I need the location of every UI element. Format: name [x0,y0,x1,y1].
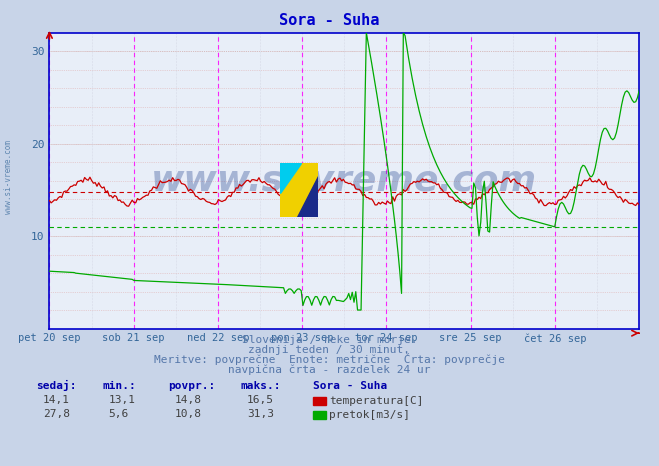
Text: Sora - Suha: Sora - Suha [279,14,380,28]
Text: www.si-vreme.com: www.si-vreme.com [4,140,13,214]
Polygon shape [297,177,318,217]
Text: navpična črta - razdelek 24 ur: navpična črta - razdelek 24 ur [228,365,431,375]
Text: 13,1: 13,1 [109,395,136,405]
Text: 5,6: 5,6 [109,409,129,419]
Text: pretok[m3/s]: pretok[m3/s] [330,410,411,420]
Text: Sora - Suha: Sora - Suha [313,381,387,391]
Text: Meritve: povprečne  Enote: metrične  Črta: povprečje: Meritve: povprečne Enote: metrične Črta:… [154,353,505,365]
Text: 10,8: 10,8 [175,409,202,419]
Text: maks.:: maks.: [241,381,281,391]
Text: 31,3: 31,3 [247,409,274,419]
Text: zadnji teden / 30 minut.: zadnji teden / 30 minut. [248,345,411,355]
Text: 16,5: 16,5 [247,395,274,405]
Text: www.si-vreme.com: www.si-vreme.com [152,164,537,198]
Text: 14,8: 14,8 [175,395,202,405]
Text: Slovenija / reke in morje.: Slovenija / reke in morje. [242,335,417,344]
Text: sedaj:: sedaj: [36,380,76,391]
Text: min.:: min.: [102,381,136,391]
Text: 14,1: 14,1 [43,395,70,405]
Text: 27,8: 27,8 [43,409,70,419]
Text: povpr.:: povpr.: [168,381,215,391]
Polygon shape [280,163,301,192]
Text: temperatura[C]: temperatura[C] [330,396,424,406]
